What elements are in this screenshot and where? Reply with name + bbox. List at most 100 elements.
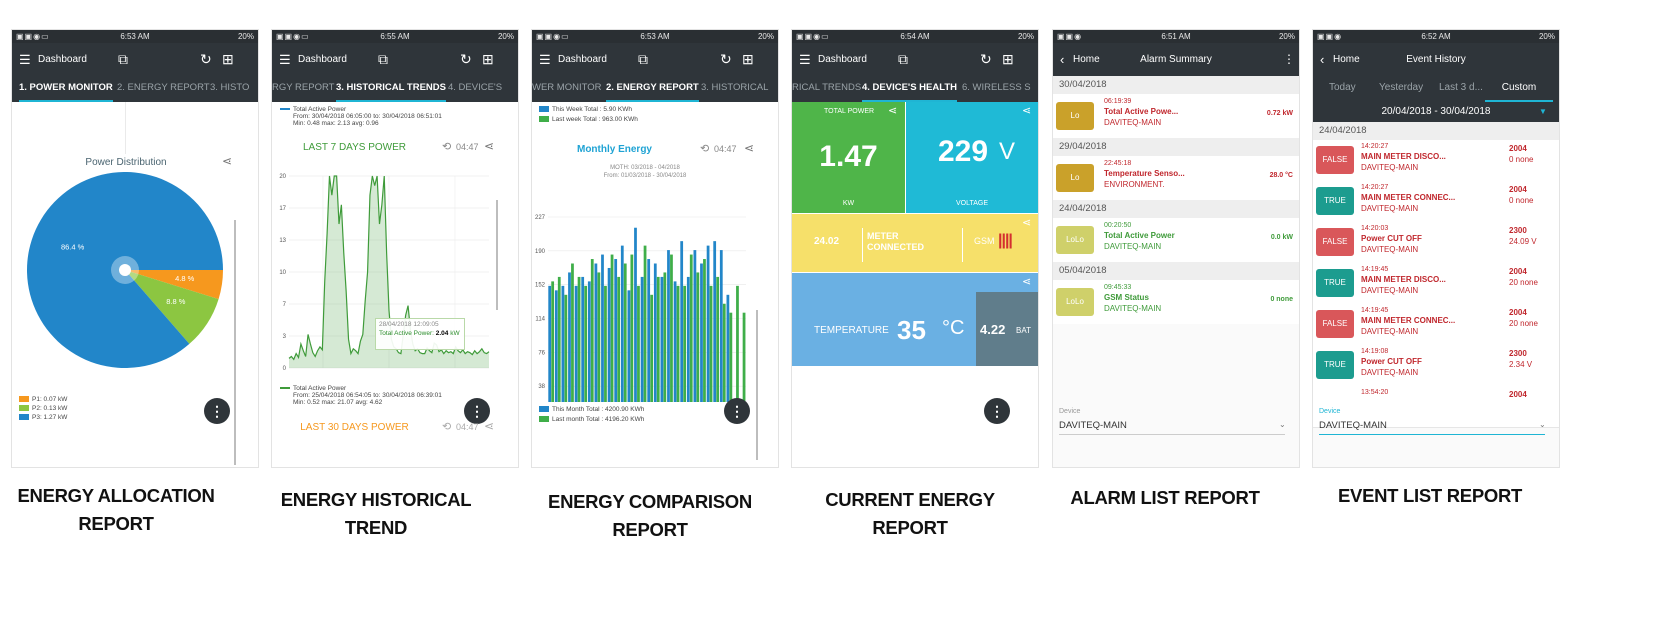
bar-this-month[interactable] [706,245,710,402]
bar-last-month[interactable] [584,285,588,402]
date-range-bar[interactable]: 20/04/2018 - 30/04/2018 ▼ [1313,102,1559,122]
tab-power-monitor[interactable]: WER MONITOR [532,82,602,93]
tab-historical-trends[interactable]: 3. HISTORICAL TRENDS [336,76,446,102]
add-icon[interactable]: ⊞ [742,51,754,67]
more-options-button[interactable]: ⋮ [204,398,230,424]
tab-device-health[interactable]: 4. DEVICE'S HEALTH [862,76,957,102]
bar-this-month[interactable] [601,254,604,402]
bar-this-month[interactable] [574,285,578,402]
bar-last-month[interactable] [670,254,673,402]
share-icon[interactable]: ⋖ [1022,217,1032,229]
back-arrow-icon[interactable]: ‹ [1320,52,1325,67]
bar-last-month[interactable] [650,294,654,402]
total-power-tile[interactable]: TOTAL POWER ⋖ 1.47 KW [792,102,905,213]
share-icon[interactable]: ⋖ [1022,105,1032,117]
tab-custom[interactable]: Custom [1485,76,1553,102]
scrollbar[interactable] [234,220,236,465]
event-row[interactable]: 13:54:20 2004 [1313,386,1559,428]
alarm-row[interactable]: LoLo 09:45:33 GSM Status DAVITEQ-MAIN 0 … [1053,280,1299,324]
alarm-row[interactable]: LoLo 00:20:50 Total Active Power DAVITEQ… [1053,218,1299,262]
scrollbar[interactable] [496,200,498,310]
bar-last-month[interactable] [742,312,746,402]
bar-this-month[interactable] [680,241,684,402]
bar-last-month[interactable] [597,272,601,402]
meter-gsm-tile[interactable]: ⋖ 24.02 METER CONNECTED GSM |||| [792,214,1038,272]
event-row[interactable]: FALSE 14:19:45 MAIN METER CONNEC... DAVI… [1313,304,1559,346]
bar-this-month[interactable] [713,241,717,402]
bar-this-month[interactable] [620,245,624,402]
history-icon[interactable]: ⟲ [700,143,710,155]
add-icon[interactable]: ⊞ [482,51,494,67]
pie-slice-2[interactable] [125,270,219,344]
share-icon[interactable]: ⋖ [888,105,898,117]
tab-energy-report[interactable]: 2. ENERGY REPORT [117,82,210,93]
bar-this-month[interactable] [634,227,637,402]
bar-last-month[interactable] [623,263,627,402]
share-icon[interactable]: ⋖ [222,154,233,168]
add-icon[interactable]: ⊞ [1002,51,1014,67]
more-options-button[interactable]: ⋮ [724,398,750,424]
menu-icon[interactable]: ☰ [799,52,811,67]
pie-slice-1[interactable] [125,270,223,300]
bar-last-month[interactable] [729,312,733,402]
bar-this-month[interactable] [686,276,690,402]
bar-last-month[interactable] [590,259,594,402]
bar-last-month[interactable] [630,254,634,402]
tab-power-monitor[interactable]: 1. POWER MONITOR [19,76,113,102]
refresh-icon[interactable]: ↻ [720,51,732,67]
refresh-icon[interactable]: ↻ [980,51,992,67]
bar-last-month[interactable] [703,259,706,402]
bar-this-month[interactable] [647,259,651,402]
device-icon[interactable]: ⧉ [638,51,648,67]
event-row[interactable]: TRUE 14:20:27 MAIN METER CONNEC... DAVIT… [1313,181,1559,223]
bar-last-month[interactable] [643,245,647,402]
alarm-row[interactable]: Lo 06:19:39 Total Active Powe... DAVITEQ… [1053,94,1299,138]
tab-today[interactable]: Today [1329,82,1356,93]
history-icon[interactable]: ⟲ [442,421,452,433]
bar-this-month[interactable] [568,272,571,402]
device-select[interactable]: DAVITEQ-MAIN [1319,420,1387,431]
share-icon[interactable]: ⋖ [1022,276,1032,288]
add-icon[interactable]: ⊞ [222,51,234,67]
bar-last-month[interactable] [617,276,621,402]
bar-this-month[interactable] [653,263,657,402]
bar-last-month[interactable] [663,272,667,402]
menu-icon[interactable]: ☰ [279,52,291,67]
event-row[interactable]: TRUE 14:19:45 MAIN METER DISCO... DAVITE… [1313,263,1559,305]
bar-this-month[interactable] [667,250,670,402]
bar-last-month[interactable] [716,276,720,402]
menu-icon[interactable]: ☰ [19,52,31,67]
device-select[interactable]: DAVITEQ-MAIN [1059,420,1127,431]
bar-this-month[interactable] [719,250,723,402]
bar-last-month[interactable] [604,285,607,402]
tab-energy-report[interactable]: 2. ENERGY REPORT [606,76,699,102]
bar-last-month[interactable] [610,254,614,402]
bar-this-month[interactable] [594,263,598,402]
tab-historical-trends[interactable]: RICAL TRENDS [792,82,862,93]
bar-last-month[interactable] [709,285,713,402]
temperature-tile[interactable]: ⋖ TEMPERATURE 35 °C 4.22 BAT [792,273,1038,366]
share-icon[interactable]: ⋖ [744,141,755,155]
tab-historical[interactable]: 3. HISTORICAL [701,82,769,93]
tab-energy-report[interactable]: RGY REPORT [272,82,335,93]
bar-last-month[interactable] [676,285,680,402]
scrollbar[interactable] [756,310,758,460]
alarm-row[interactable]: Lo 22:45:18 Temperature Senso... ENVIRON… [1053,156,1299,200]
bar-last-month[interactable] [564,294,568,402]
bar-last-month[interactable] [683,285,687,402]
bar-last-month[interactable] [722,303,726,402]
event-row[interactable]: TRUE 14:19:08 Power CUT OFF DAVITEQ-MAIN… [1313,345,1559,387]
more-vert-icon[interactable]: ⋮ [1283,52,1295,66]
bar-this-month[interactable] [581,276,585,402]
device-icon[interactable]: ⧉ [118,51,128,67]
bar-this-month[interactable] [554,290,558,402]
tab-wireless[interactable]: 6. WIRELESS S [962,82,1031,93]
bar-this-month[interactable] [640,276,644,402]
tab-yesterday[interactable]: Yesterday [1379,82,1424,93]
chevron-down-icon[interactable]: ⌄ [1539,420,1546,429]
bar-last-month[interactable] [571,263,574,402]
bar-this-month[interactable] [607,267,611,402]
bar-last-month[interactable] [637,285,640,402]
event-row[interactable]: FALSE 14:20:03 Power CUT OFF DAVITEQ-MAI… [1313,222,1559,264]
back-label[interactable]: Home [1073,54,1100,65]
